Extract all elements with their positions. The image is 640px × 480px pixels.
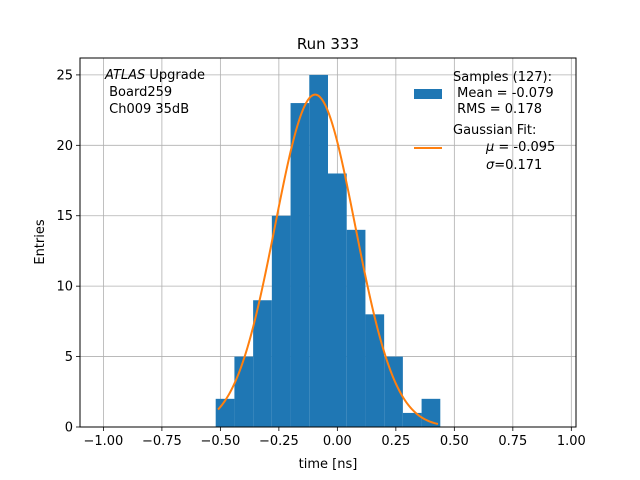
x-tick-label: 0.25 — [381, 434, 410, 449]
legend: Samples (127): Mean = -0.079 RMS = 0.178… — [414, 70, 576, 173]
histogram-bar — [346, 229, 366, 427]
annotation-atlas: ATLAS — [104, 68, 145, 83]
x-tick-label: 0.75 — [498, 434, 527, 449]
svg-text:μ = -0.095: μ = -0.095 — [453, 140, 576, 155]
annotation-channel: Ch009 35dB — [105, 102, 189, 117]
legend-mu-symbol: μ — [485, 140, 494, 155]
histogram-bars — [215, 74, 441, 428]
legend-mu-value: = -0.095 — [494, 140, 555, 155]
histogram-bar — [328, 173, 347, 427]
y-tick-label: 25 — [56, 68, 73, 83]
legend-samples-line1: Samples (127): — [453, 70, 552, 85]
x-tick-label: −0.75 — [142, 434, 182, 449]
chart-title: Run 333 — [297, 35, 359, 53]
x-tick-label: 0.00 — [323, 434, 352, 449]
y-tick-label: 5 — [65, 350, 73, 365]
x-tick-label: 1.00 — [557, 434, 586, 449]
y-axis-ticks: 0 5 10 15 20 25 — [56, 68, 80, 436]
histogram-bar — [234, 356, 254, 427]
x-axis-ticks: −1.00 −0.75 −0.50 −0.25 0.00 0.25 0.50 0.75 1.00 — [83, 427, 586, 449]
legend-sigma-symbol: σ — [486, 158, 495, 173]
histogram-bar — [290, 103, 310, 428]
y-tick-label: 10 — [56, 280, 73, 295]
histogram-bar — [365, 314, 385, 427]
svg-text:σ=0.171: σ=0.171 — [453, 158, 563, 173]
histogram-bar — [253, 300, 272, 427]
gaussian-fit — [217, 93, 439, 425]
atlas-annotation: ATLAS Upgrade Board259 Ch009 35dB — [104, 68, 205, 117]
svg-text:ATLAS Upgrade: ATLAS Upgrade — [104, 68, 205, 83]
y-tick-label: 0 — [65, 421, 73, 436]
legend-fit-line1: Gaussian Fit: — [453, 123, 536, 138]
legend-sigma-value: =0.171 — [494, 158, 542, 173]
x-axis-label: time [ns] — [299, 457, 358, 472]
legend-samples-line2: Mean = -0.079 — [453, 86, 554, 101]
histogram-bar — [271, 215, 291, 427]
x-tick-label: −0.50 — [200, 434, 240, 449]
x-tick-label: −1.00 — [83, 434, 123, 449]
legend-samples-line3: RMS = 0.178 — [453, 102, 542, 117]
x-tick-label: 0.50 — [440, 434, 469, 449]
annotation-upgrade: Upgrade — [145, 68, 205, 83]
y-axis-label: Entries — [33, 219, 48, 265]
legend-samples-swatch — [414, 89, 442, 99]
histogram-bar — [402, 412, 422, 427]
histogram-bar — [309, 74, 328, 428]
histogram-bar — [215, 398, 235, 427]
y-tick-label: 20 — [56, 139, 73, 154]
x-tick-label: −0.25 — [259, 434, 299, 449]
histogram-bar — [384, 356, 403, 427]
y-tick-label: 15 — [56, 209, 73, 224]
gaussian-fit-curve — [217, 93, 439, 425]
annotation-board: Board259 — [105, 85, 172, 100]
plot-frame — [79, 57, 577, 428]
